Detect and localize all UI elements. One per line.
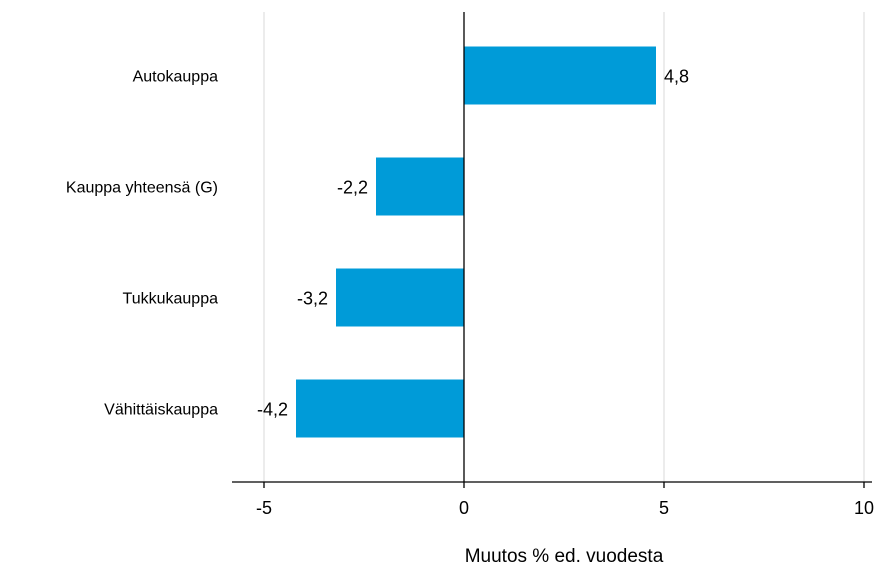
value-label: -2,2 xyxy=(337,178,368,198)
tick-label: 0 xyxy=(459,498,469,518)
category-label: Tukkukauppa xyxy=(123,291,219,308)
value-label: 4,8 xyxy=(664,67,689,87)
value-label: -4,2 xyxy=(257,400,288,420)
category-label: Kauppa yhteensä (G) xyxy=(66,180,218,197)
x-axis-title: Muutos % ed. vuodesta xyxy=(465,546,664,567)
category-label: Autokauppa xyxy=(133,69,219,86)
grid-lines xyxy=(263,12,865,482)
bars xyxy=(296,46,656,438)
category-label: Vähittäiskauppa xyxy=(104,402,218,419)
value-label: -3,2 xyxy=(297,289,328,309)
tick-label: 5 xyxy=(659,498,669,518)
bar-4 xyxy=(296,379,464,438)
bar-2 xyxy=(376,157,464,216)
tick-label: 10 xyxy=(854,498,874,518)
labels: Autokauppa 4,8 Kauppa yhteensä (G) -2,2 Tukk… xyxy=(66,67,689,420)
tick-label: -5 xyxy=(256,498,272,518)
bar-1 xyxy=(464,46,656,105)
bar-3 xyxy=(336,268,464,327)
x-axis: -5 0 5 10 xyxy=(232,12,874,518)
